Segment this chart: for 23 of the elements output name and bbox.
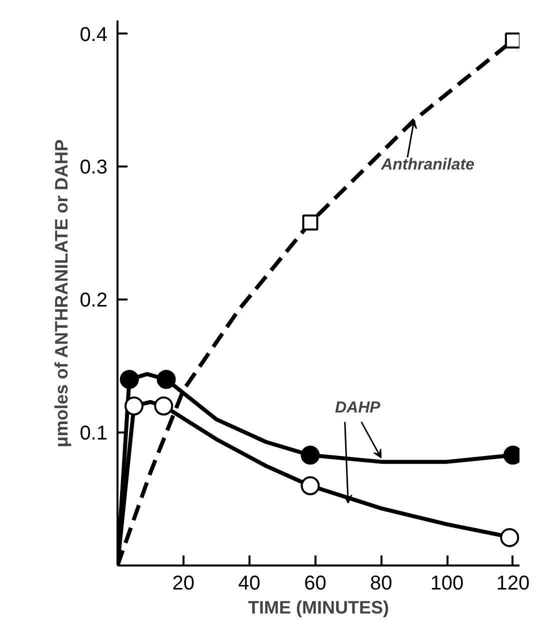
y-tick-label: 0.1 <box>80 422 108 445</box>
y-tick-label: 0.4 <box>80 24 108 46</box>
y-tick-label: 0.2 <box>80 290 108 312</box>
annotation: Anthranilate <box>380 156 475 174</box>
x-tick-label: 100 <box>430 572 464 594</box>
point <box>504 32 520 48</box>
point <box>124 396 144 416</box>
point <box>156 370 176 389</box>
x-tick-label: 80 <box>370 572 392 594</box>
y-axis-title: μmoles of ANTHRANILATE or DAHP <box>52 139 72 448</box>
x-tick-label: 40 <box>238 572 260 594</box>
x-axis-title: TIME (MINUTES) <box>248 598 390 618</box>
point <box>300 446 320 465</box>
x-tick-label: 60 <box>304 572 326 594</box>
x-tick-label: 20 <box>172 572 195 594</box>
point <box>120 370 139 389</box>
y-tick-label: 0.3 <box>80 156 108 179</box>
x-tick-label: 120 <box>496 572 530 594</box>
point <box>500 528 520 548</box>
point <box>154 396 174 416</box>
point <box>300 476 320 496</box>
annotation: DAHP <box>334 400 381 417</box>
point <box>302 214 318 231</box>
